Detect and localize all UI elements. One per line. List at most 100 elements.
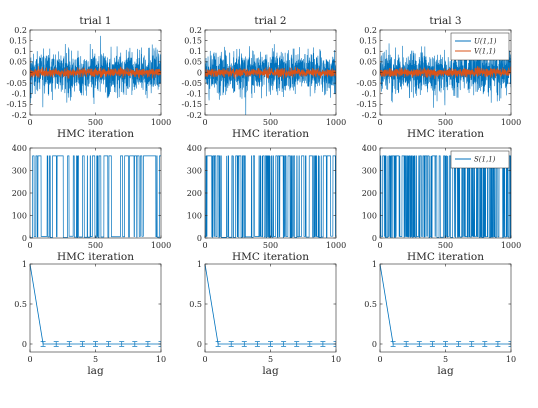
y-tick-label: 300: [362, 166, 377, 175]
plot-data: [205, 44, 336, 115]
x-tick-label: 0: [202, 118, 207, 127]
y-tick-label: 0.05: [9, 58, 27, 67]
y-tick-label: -0.2: [362, 111, 377, 120]
plot-area: [30, 264, 161, 352]
legend-label: S(1,1): [474, 156, 496, 164]
x-tick-label: 5: [268, 355, 273, 364]
x-tick-label: 0: [377, 355, 382, 364]
legend-box: [450, 32, 510, 61]
y-tick-label: 0.1: [189, 47, 202, 56]
series-v-line: [205, 66, 336, 79]
x-tick-label: 1000: [326, 118, 346, 127]
y-tick-label: 0: [372, 340, 377, 349]
x-tick-label: 10: [156, 355, 166, 364]
y-tick-label: 0.5: [14, 300, 27, 309]
y-tick-label: 0.1: [364, 47, 377, 56]
x-tick-label: 500: [438, 118, 453, 127]
y-tick-label: -0.1: [362, 90, 377, 99]
x-tick-label: 1000: [501, 241, 521, 250]
x-tick-label: 500: [88, 118, 103, 127]
y-tick-label: 100: [362, 211, 377, 220]
y-tick-label: 400: [187, 144, 202, 153]
x-tick-label: 500: [88, 241, 103, 250]
y-tick-label: 300: [12, 166, 27, 175]
x-tick-label: 0: [202, 355, 207, 364]
y-tick-label: 0: [197, 234, 202, 243]
y-tick-label: 0: [197, 340, 202, 349]
plot-data: [380, 38, 511, 108]
plot-area: [205, 264, 336, 352]
subplot-trace-uv-trial1: 0 500 1000-0.2-0.15-0.1-0.0500.050.10.150.…: [6, 15, 171, 140]
y-tick-label: 0: [22, 68, 27, 77]
y-tick-label: 0: [197, 68, 202, 77]
subplot-title: trial 1: [79, 15, 111, 27]
plot-data: [30, 35, 161, 108]
subplot-title: trial 2: [254, 15, 286, 27]
y-tick-label: 0.1: [14, 47, 27, 56]
y-tick-label: 0.2: [364, 26, 377, 35]
x-tick-label: 0: [27, 118, 32, 127]
x-tick-label: 0: [27, 355, 32, 364]
y-tick-label: 400: [12, 144, 27, 153]
y-tick-label: 0.2: [14, 26, 27, 35]
x-tick-label: 0: [202, 241, 207, 250]
subplot-acf-trial1: 0 5 10 0 0.5 1 lag: [14, 260, 166, 377]
x-axis-label: HMC iteration: [407, 251, 484, 263]
x-tick-label: 1000: [501, 118, 521, 127]
y-tick-label: 1: [22, 260, 27, 269]
legend-label: U(1,1): [474, 38, 497, 46]
y-tick-label: 200: [187, 189, 202, 198]
y-tick-label: 200: [362, 189, 377, 198]
y-tick-label: -0.1: [187, 90, 202, 99]
x-tick-label: 5: [443, 355, 448, 364]
y-tick-label: 0: [22, 340, 27, 349]
plot-data: [205, 264, 336, 347]
x-axis-label: HMC iteration: [57, 251, 134, 263]
y-tick-label: 0.5: [364, 300, 377, 309]
y-tick-label: -0.15: [181, 100, 202, 109]
x-tick-label: 1000: [151, 241, 171, 250]
y-tick-label: -0.1: [12, 90, 27, 99]
plot-data: [380, 264, 511, 347]
x-tick-label: 10: [331, 355, 341, 364]
x-axis-label: HMC iteration: [232, 251, 309, 263]
subplot-acf-trial2: 0 5 10 0 0.5 1 lag: [189, 260, 341, 377]
y-tick-label: 1: [372, 260, 377, 269]
x-axis-label: lag: [437, 365, 454, 377]
x-tick-label: 0: [377, 241, 382, 250]
y-tick-label: 0.05: [359, 58, 377, 67]
subplot-trace-s-trial2: 0 500 1000 0 100 200 300 400 HMC iteration: [187, 144, 346, 263]
y-tick-label: 1: [197, 260, 202, 269]
x-axis-label: lag: [87, 365, 104, 377]
x-tick-label: 5: [93, 355, 98, 364]
x-tick-label: 500: [263, 241, 278, 250]
x-tick-label: 500: [263, 118, 278, 127]
y-tick-label: -0.15: [6, 100, 27, 109]
y-tick-label: 300: [187, 166, 202, 175]
x-tick-label: 500: [438, 241, 453, 250]
x-axis-label: HMC iteration: [232, 128, 309, 140]
y-tick-label: 0: [22, 234, 27, 243]
x-tick-label: 0: [27, 241, 32, 250]
y-tick-label: 200: [12, 189, 27, 198]
y-tick-label: -0.2: [187, 111, 202, 120]
y-tick-label: -0.05: [356, 79, 377, 88]
subplot-trace-s-trial1: 0 500 1000 0 100 200 300 400 HMC iteration: [12, 144, 171, 263]
x-axis-label: lag: [262, 365, 279, 377]
y-tick-label: 0.15: [184, 36, 202, 45]
y-tick-label: 0.15: [359, 36, 377, 45]
y-tick-label: -0.05: [181, 79, 202, 88]
y-tick-label: 100: [187, 211, 202, 220]
x-axis-label: HMC iteration: [57, 128, 134, 140]
x-tick-label: 1000: [151, 118, 171, 127]
subplot-trace-uv-trial3: 0 500 1000-0.2-0.15-0.1-0.0500.050.10.150.…: [356, 15, 521, 140]
legend-box: [450, 150, 510, 169]
subplot-title: trial 3: [429, 15, 461, 27]
x-tick-label: 1000: [326, 241, 346, 250]
x-axis-label: HMC iteration: [407, 128, 484, 140]
y-tick-label: 0.5: [189, 300, 202, 309]
y-tick-label: -0.2: [12, 111, 27, 120]
plot-data: [30, 264, 161, 347]
legend-label: V(1,1): [474, 48, 496, 56]
